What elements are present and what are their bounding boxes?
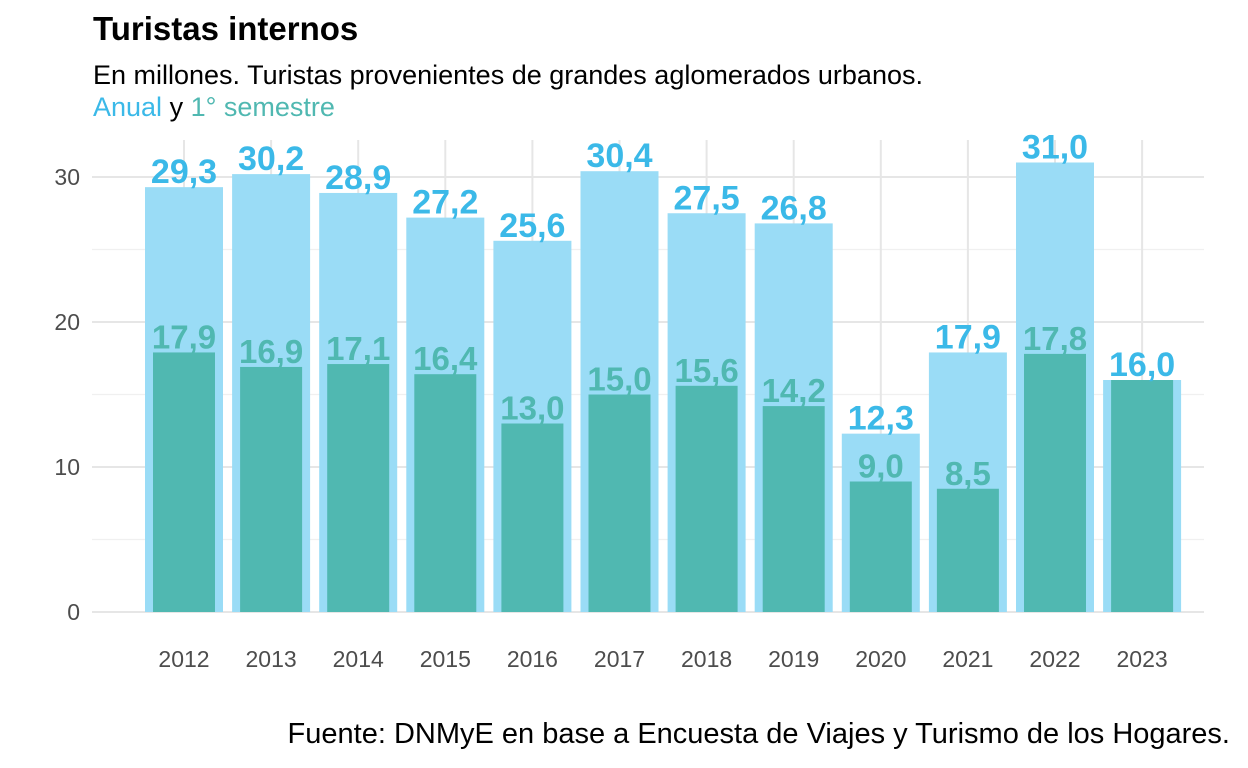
bar-semester	[588, 394, 651, 612]
data-label-annual: 27,5	[674, 179, 740, 217]
data-label-annual: 16,0	[1109, 346, 1175, 384]
bar-semester	[153, 352, 215, 612]
x-tick-label: 2016	[507, 646, 558, 672]
y-tick-label: 30	[54, 164, 80, 190]
axes: 0 10 20 30 2012 2013 2014 2015 2016 2017 2018 2019 2…	[54, 164, 1167, 672]
data-label-annual: 17,9	[935, 318, 1001, 356]
bar-semester	[849, 481, 912, 612]
data-label-semester: 17,9	[152, 318, 216, 355]
x-tick-label: 2018	[681, 646, 732, 672]
x-tick-label: 2020	[855, 646, 906, 672]
y-tick-label: 10	[54, 454, 80, 480]
y-tick-label: 20	[54, 309, 80, 335]
x-tick-label: 2014	[333, 646, 384, 672]
data-label-semester: 17,8	[1023, 320, 1087, 357]
x-tick-label: 2022	[1029, 646, 1080, 672]
legend-connector: y	[169, 92, 184, 122]
data-label-annual: 25,6	[499, 207, 565, 245]
x-tick-label: 2017	[594, 646, 645, 672]
bars	[145, 162, 1182, 613]
bar-semester	[1111, 380, 1174, 612]
data-label-annual: 28,9	[325, 159, 391, 197]
data-label-semester: 17,1	[326, 330, 390, 367]
bar-semester	[675, 385, 738, 612]
x-tick-label: 2012	[158, 646, 209, 672]
data-label-semester: 16,9	[239, 333, 303, 370]
x-tick-label: 2019	[768, 646, 819, 672]
legend: Anual y 1° semestre	[93, 92, 335, 123]
bar-semester	[936, 488, 999, 612]
bar-semester	[414, 374, 477, 612]
source-caption: Fuente: DNMyE en base a Encuesta de Viaj…	[287, 718, 1230, 750]
bar-semester	[240, 366, 303, 612]
bar-semester	[501, 423, 564, 612]
data-label-semester: 15,6	[674, 352, 738, 389]
bar-semester	[327, 364, 390, 612]
bar-semester	[762, 406, 825, 612]
x-tick-label: 2013	[246, 646, 297, 672]
x-tick-label: 2021	[942, 646, 993, 672]
data-label-annual: 12,3	[848, 400, 914, 438]
bar-semester	[1024, 353, 1086, 612]
data-label-annual: 26,8	[761, 189, 827, 227]
data-label-annual: 27,2	[412, 184, 478, 222]
chart-title: Turistas internos	[93, 10, 359, 47]
x-tick-label: 2015	[420, 646, 471, 672]
y-tick-label: 0	[67, 599, 80, 625]
data-label-semester: 9,0	[858, 448, 904, 485]
bar-chart: 29,3 17,9 30,2 16,9 28,9 17,1 27,2 16,4 25,6 13,0…	[54, 129, 1204, 672]
x-tick-label: 2023	[1117, 646, 1168, 672]
data-label-annual: 30,2	[238, 140, 304, 178]
data-labels: 29,3 17,9 30,2 16,9 28,9 17,1 27,2 16,4 25,6 13,0…	[151, 129, 1175, 492]
data-label-semester: 15,0	[587, 361, 651, 398]
data-label-semester: 16,4	[413, 340, 478, 377]
data-label-annual: 29,3	[151, 153, 217, 191]
data-label-semester: 14,2	[762, 372, 826, 409]
chart-subtitle: En millones. Turistas provenientes de gr…	[93, 60, 923, 90]
data-label-semester: 13,0	[500, 390, 564, 427]
legend-annual: Anual	[93, 92, 163, 122]
data-label-annual: 31,0	[1022, 129, 1088, 167]
legend-semester: 1° semestre	[190, 92, 335, 122]
data-label-semester: 8,5	[945, 455, 991, 492]
data-label-annual: 30,4	[586, 137, 652, 175]
